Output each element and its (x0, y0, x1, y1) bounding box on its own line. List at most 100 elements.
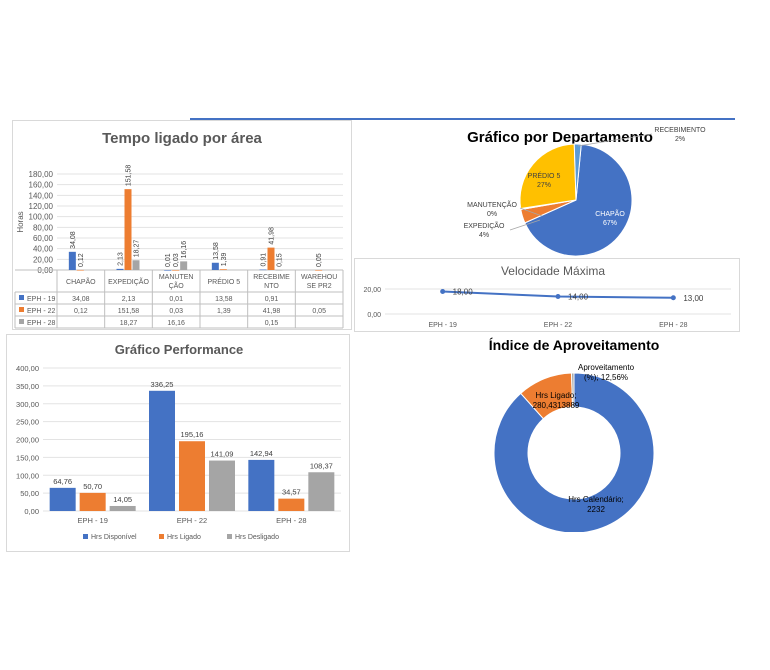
bar (267, 247, 275, 270)
table-cell: 2,13 (122, 296, 136, 303)
x-tick-label: EPH - 28 (276, 516, 306, 525)
table-cell: 34,08 (72, 296, 90, 303)
y-tick-label: 40,00 (33, 245, 54, 254)
leader-line (519, 207, 543, 217)
data-label: 108,37 (310, 461, 333, 470)
y-axis-label: Horas (16, 211, 25, 232)
slice-pct: 67% (603, 220, 617, 227)
aproveitamento-chart-panel: Índice de Aproveitamento Hrs Calendário; 2… (354, 332, 738, 534)
legend-swatch (83, 534, 88, 539)
table-cell: 18,27 (120, 320, 138, 327)
y-tick-label: 150,00 (16, 453, 39, 462)
data-point (555, 294, 561, 299)
y-tick-label: 0,00 (367, 312, 381, 319)
bar (211, 262, 219, 270)
data-label: 151,58 (126, 165, 133, 187)
slice-pct: 4% (479, 232, 489, 239)
data-label: 18,00 (453, 288, 474, 297)
slice-label: PRÉDIO 5 (528, 171, 561, 180)
data-point (440, 289, 446, 294)
data-label: 141,09 (211, 450, 234, 459)
x-tick-label: EPH - 28 (659, 322, 688, 329)
data-label: 13,00 (683, 294, 704, 303)
slice-value: 280,4313889 (533, 401, 580, 410)
legend-label: Hrs Desligado (235, 534, 279, 541)
bar (315, 269, 323, 271)
slice-value: (%); 12,56% (584, 373, 628, 382)
chart-title: Tempo ligado por área (102, 130, 262, 147)
slice-label: RECEBIMENTO (654, 127, 706, 134)
legend-swatch (19, 319, 24, 324)
data-label: 2,13 (118, 252, 125, 266)
bar (172, 269, 180, 271)
x-tick-label: EPH - 22 (544, 322, 573, 329)
legend-label: Hrs Ligado (167, 534, 201, 541)
data-label: 18,27 (134, 240, 141, 258)
category-label: MANUTEN (159, 274, 194, 281)
x-tick-label: EPH - 19 (77, 516, 107, 525)
bar (275, 269, 283, 271)
chart-title: Gráfico Performance (115, 342, 244, 357)
bar (149, 390, 175, 511)
slice-value: 2232 (587, 505, 605, 514)
y-tick-label: 100,00 (16, 471, 39, 480)
bar (109, 505, 136, 511)
bar (248, 459, 275, 511)
data-label: 142,94 (250, 449, 273, 458)
data-label: 14,05 (113, 495, 132, 504)
chart-title: Velocidade Máxima (501, 264, 605, 278)
y-tick-label: 60,00 (33, 234, 54, 243)
doughnut-slice (570, 372, 575, 408)
y-tick-label: 0,00 (24, 507, 39, 516)
y-tick-label: 350,00 (16, 382, 39, 391)
data-label: 14,00 (568, 293, 589, 302)
data-label: 0,12 (78, 253, 85, 267)
y-tick-label: 250,00 (16, 418, 39, 427)
table-cell: 1,39 (217, 308, 231, 315)
x-tick-label: EPH - 22 (177, 516, 207, 525)
category-label: EXPEDIÇÃO (108, 277, 149, 286)
slice-label: MANUTENÇÃO (467, 200, 517, 209)
y-tick-label: 300,00 (16, 400, 39, 409)
bar (116, 268, 124, 270)
data-label: 34,08 (70, 231, 77, 249)
slice-label: Hrs Calendário; (568, 495, 624, 504)
data-label: 34,57 (282, 488, 301, 497)
table-cell: 0,15 (265, 320, 279, 327)
bar (259, 269, 267, 271)
data-label: 0,15 (277, 253, 284, 267)
bar (164, 269, 172, 271)
legend-label: EPH - 22 (27, 308, 56, 315)
slice-label: Aproveitamento (578, 363, 635, 372)
category-label: CHAPÃO (66, 277, 96, 286)
legend-swatch (227, 534, 232, 539)
departamento-pie-chart: Gráfico por Departamento CHAPÃO 67% PRÉDIO … (464, 127, 706, 257)
data-label: 0,05 (316, 253, 323, 267)
y-tick-label: 180,00 (29, 170, 54, 179)
departamento-chart-panel: Gráfico por Departamento CHAPÃO 67% PRÉDIO … (352, 120, 740, 257)
category-label: NTO (264, 283, 279, 290)
slice-pct: 2% (675, 136, 685, 143)
bar (278, 498, 305, 511)
data-label: 13,58 (213, 242, 220, 260)
slice-pct: 0% (487, 211, 497, 218)
table-cell: 0,01 (169, 296, 183, 303)
category-label: RECEBIME (253, 274, 290, 281)
y-tick-label: 160,00 (29, 181, 54, 190)
category-label: WAREHOU (301, 274, 337, 281)
performance-chart-panel: Gráfico Performance 0,00 50,00 100,00 150,00… (6, 334, 350, 552)
y-tick-label: 120,00 (29, 202, 54, 211)
table-cell: 0,91 (265, 296, 279, 303)
category-label: SE PR2 (307, 283, 332, 290)
table-cell: 0,03 (169, 308, 183, 315)
bar (132, 260, 140, 270)
slice-pct: 27% (537, 182, 551, 189)
bar (68, 251, 76, 270)
data-label: 336,25 (151, 380, 174, 389)
slice-label: Hrs Ligado; (536, 391, 577, 400)
y-tick-label: 20,00 (33, 255, 54, 264)
velocidade-line-chart: Velocidade Máxima 0,00 20,00 18,00 EPH - 19 1… (363, 264, 731, 329)
data-label: 0,03 (173, 253, 180, 267)
leader-line (509, 219, 541, 231)
